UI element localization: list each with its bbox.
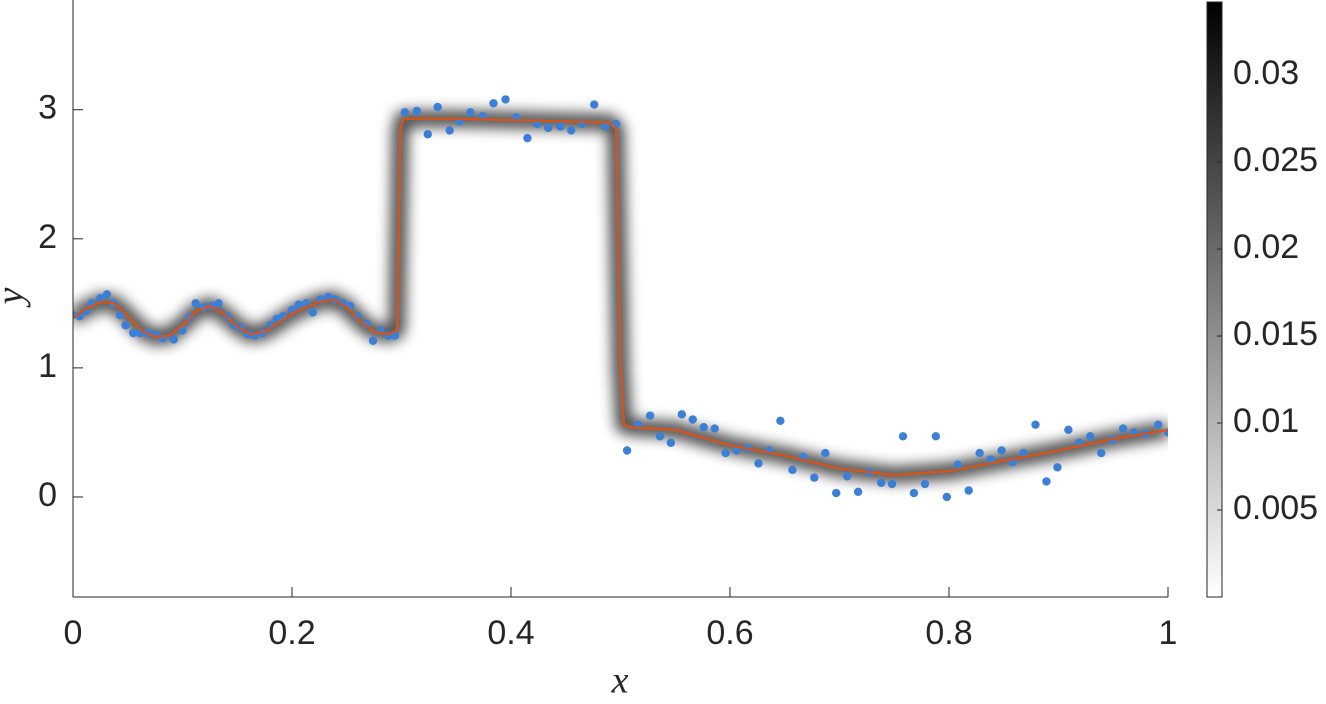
data-point	[272, 314, 281, 324]
data-point	[433, 102, 442, 112]
data-point	[308, 308, 318, 317]
data-point	[986, 455, 995, 464]
y-tick-label: 0	[38, 476, 57, 514]
data-point	[214, 299, 223, 308]
data-point	[353, 312, 362, 321]
data-point	[964, 486, 973, 495]
fit-line	[73, 117, 1168, 477]
y-tick-label: 2	[38, 218, 57, 256]
colorbar-tick-label: 0.005	[1233, 489, 1318, 527]
data-point	[622, 446, 632, 455]
data-point	[590, 100, 599, 109]
data-point	[115, 310, 125, 320]
data-point	[699, 423, 708, 432]
data-point	[688, 415, 697, 424]
data-point	[294, 300, 303, 309]
x-tick-label: 0.6	[706, 614, 753, 652]
data-point	[732, 446, 741, 455]
data-point	[710, 424, 719, 433]
data-point	[832, 488, 841, 498]
data-point	[842, 472, 852, 481]
x-tick-label: 0.8	[925, 614, 972, 652]
data-point	[1053, 463, 1062, 472]
data-point	[533, 119, 542, 129]
data-point	[368, 336, 378, 345]
x-axis-label: x	[611, 660, 629, 699]
data-point	[501, 95, 510, 104]
data-point	[121, 321, 130, 330]
colorbar-tick-label: 0.025	[1233, 141, 1318, 179]
data-point	[523, 133, 532, 143]
x-tick-label: 0	[64, 614, 83, 652]
data-point	[445, 126, 454, 135]
x-tick-label: 0.4	[487, 614, 534, 652]
data-point	[666, 438, 676, 447]
data-point	[96, 293, 105, 303]
data-point	[169, 335, 178, 344]
data-point	[556, 122, 565, 131]
data-point	[102, 290, 112, 299]
data-point	[178, 326, 187, 335]
data-point	[544, 123, 553, 132]
data-point	[997, 446, 1006, 455]
data-point	[1031, 420, 1040, 429]
y-tick-label: 1	[38, 347, 57, 385]
data-point	[400, 108, 409, 117]
data-point	[600, 122, 610, 131]
data-point	[887, 479, 897, 489]
data-point	[876, 478, 886, 487]
data-point	[931, 432, 941, 441]
data-point	[362, 319, 371, 329]
data-point	[412, 106, 422, 116]
plot-area	[73, 95, 1168, 502]
data-point	[567, 126, 576, 135]
data-point	[489, 99, 498, 108]
data-point	[677, 410, 687, 419]
data-point	[466, 108, 475, 117]
data-point	[721, 448, 730, 458]
data-point	[942, 492, 952, 502]
data-point	[191, 299, 200, 308]
data-point	[920, 479, 930, 489]
data-point	[423, 130, 432, 139]
colorbar-tick-label: 0.02	[1233, 228, 1299, 266]
data-point	[129, 328, 138, 338]
data-point	[776, 416, 785, 426]
data-point	[229, 321, 239, 330]
data-point	[1019, 448, 1028, 458]
y-tick-label: 3	[38, 89, 57, 127]
colorbar-tick-label: 0.03	[1233, 54, 1299, 92]
data-point	[655, 432, 665, 441]
x-tick-label: 0.2	[268, 614, 315, 652]
data-point	[1097, 448, 1106, 458]
data-point	[909, 488, 919, 498]
data-point	[645, 411, 655, 420]
data-point	[1064, 425, 1073, 435]
data-point	[1086, 432, 1095, 441]
density-band	[73, 110, 1168, 484]
data-point	[898, 432, 908, 441]
data-point	[754, 459, 763, 468]
colorbar-tick-label: 0.015	[1233, 315, 1318, 353]
data-point	[1153, 420, 1163, 429]
data-point	[788, 465, 797, 475]
y-axis-label: y	[0, 287, 32, 308]
x-tick-label: 1	[1159, 614, 1178, 652]
colorbar-tick-label: 0.01	[1233, 402, 1299, 440]
colorbar	[1206, 1, 1223, 598]
data-point	[810, 473, 819, 482]
data-point	[821, 448, 830, 458]
data-point	[1042, 477, 1051, 486]
data-point	[953, 460, 962, 469]
data-point	[975, 448, 984, 458]
data-point	[1118, 424, 1128, 433]
data-point	[853, 487, 863, 496]
